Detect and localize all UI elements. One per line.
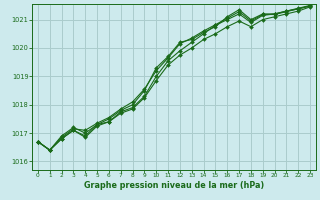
X-axis label: Graphe pression niveau de la mer (hPa): Graphe pression niveau de la mer (hPa) [84,181,264,190]
